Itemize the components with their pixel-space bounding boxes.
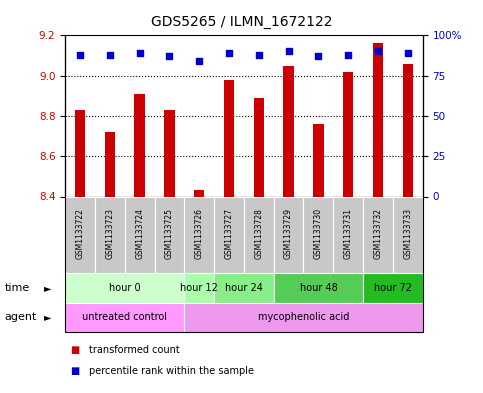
- Bar: [343, 72, 354, 196]
- Text: untreated control: untreated control: [82, 312, 167, 322]
- Bar: [402, 64, 413, 196]
- Point: [136, 50, 143, 56]
- Text: GSM1133727: GSM1133727: [225, 208, 233, 259]
- Text: mycophenolic acid: mycophenolic acid: [258, 312, 349, 322]
- Bar: [284, 66, 294, 196]
- Bar: [95, 196, 125, 273]
- Bar: [224, 80, 234, 196]
- Point: [166, 53, 173, 59]
- Text: GSM1133730: GSM1133730: [314, 208, 323, 259]
- Bar: [274, 196, 303, 273]
- Bar: [244, 196, 274, 273]
- Text: GSM1133731: GSM1133731: [344, 208, 353, 259]
- Bar: [274, 273, 363, 303]
- Text: ►: ►: [44, 312, 52, 322]
- Text: GDS5265 / ILMN_1672122: GDS5265 / ILMN_1672122: [151, 15, 332, 29]
- Bar: [164, 110, 175, 196]
- Bar: [75, 110, 85, 196]
- Bar: [303, 196, 333, 273]
- Point: [106, 51, 114, 58]
- Bar: [65, 303, 185, 332]
- Bar: [125, 196, 155, 273]
- Text: GSM1133729: GSM1133729: [284, 208, 293, 259]
- Bar: [373, 43, 383, 196]
- Bar: [393, 196, 423, 273]
- Point: [285, 48, 293, 55]
- Text: GSM1133732: GSM1133732: [373, 208, 383, 259]
- Bar: [363, 196, 393, 273]
- Text: GSM1133728: GSM1133728: [255, 208, 263, 259]
- Point: [255, 51, 263, 58]
- Bar: [363, 273, 423, 303]
- Point: [225, 50, 233, 56]
- Text: hour 0: hour 0: [109, 283, 141, 293]
- Text: ■: ■: [70, 345, 79, 355]
- Text: GSM1133724: GSM1133724: [135, 208, 144, 259]
- Bar: [313, 124, 324, 196]
- Bar: [214, 196, 244, 273]
- Text: GSM1133725: GSM1133725: [165, 208, 174, 259]
- Bar: [65, 196, 95, 273]
- Bar: [214, 273, 274, 303]
- Text: percentile rank within the sample: percentile rank within the sample: [89, 366, 255, 376]
- Point: [76, 51, 84, 58]
- Text: GSM1133733: GSM1133733: [403, 208, 412, 259]
- Bar: [333, 196, 363, 273]
- Text: hour 12: hour 12: [180, 283, 218, 293]
- Point: [404, 50, 412, 56]
- Bar: [105, 132, 115, 196]
- Point: [314, 53, 322, 59]
- Point: [196, 58, 203, 64]
- Bar: [194, 191, 204, 196]
- Text: time: time: [5, 283, 30, 293]
- Text: hour 48: hour 48: [299, 283, 337, 293]
- Bar: [65, 273, 185, 303]
- Text: GSM1133723: GSM1133723: [105, 208, 114, 259]
- Text: GSM1133726: GSM1133726: [195, 208, 204, 259]
- Text: ►: ►: [44, 283, 52, 293]
- Bar: [185, 196, 214, 273]
- Bar: [254, 98, 264, 196]
- Bar: [155, 196, 185, 273]
- Bar: [134, 94, 145, 196]
- Text: transformed count: transformed count: [89, 345, 180, 355]
- Text: hour 72: hour 72: [374, 283, 412, 293]
- Text: agent: agent: [5, 312, 37, 322]
- Text: ■: ■: [70, 366, 79, 376]
- Bar: [185, 303, 423, 332]
- Point: [344, 51, 352, 58]
- Text: GSM1133722: GSM1133722: [76, 208, 85, 259]
- Bar: [185, 273, 214, 303]
- Text: hour 24: hour 24: [225, 283, 263, 293]
- Point: [374, 48, 382, 55]
